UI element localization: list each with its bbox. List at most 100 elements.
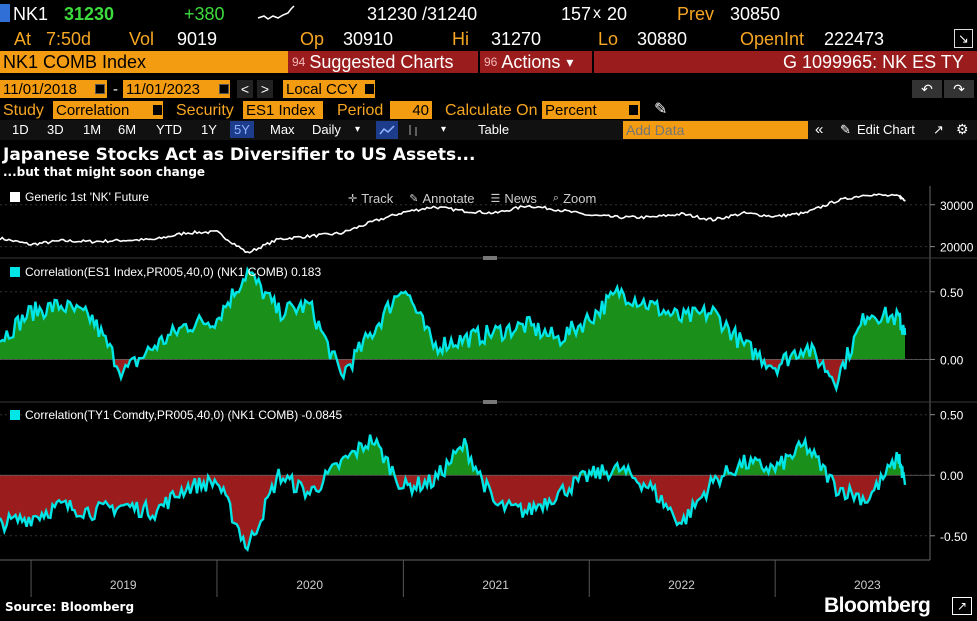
legend-label: Correlation(ES1 Index,PR005,40,0) (NK1 C… [25, 265, 321, 279]
security-label: Security [176, 102, 234, 119]
gear-icon[interactable]: ⚙ [956, 121, 969, 137]
pencil-icon[interactable]: ✎ [654, 101, 668, 118]
sparkline-icon [257, 5, 295, 20]
y-tick-label: 30000 [940, 199, 974, 213]
legend-swatch [10, 267, 20, 277]
positive-area [0, 269, 905, 360]
last-price: 31230 [64, 4, 115, 24]
prev-label: Prev [677, 4, 715, 24]
price-change: +380 [184, 4, 225, 24]
suggested-charts-button[interactable]: 94 Suggested Charts [292, 51, 453, 73]
chart-subtitle: ...but that might soon change [3, 165, 206, 179]
range-tab-3d[interactable]: 3D [47, 122, 64, 137]
study-label: Study [3, 102, 44, 119]
expand-window-icon[interactable]: ↘ [954, 29, 973, 48]
ticker-badge[interactable] [0, 4, 10, 22]
calendar-icon[interactable] [95, 84, 105, 94]
security-bar: NK1 COMB Index 94 Suggested Charts 96 Ac… [0, 51, 977, 73]
range-tab-ytd[interactable]: YTD [156, 122, 182, 137]
vol-value: 9019 [177, 29, 218, 49]
chart-toolbar: 1D 3D 1M 6M YTD 1Y 5Y Max Daily ▾ ▾ Table « ✎ E… [0, 120, 977, 140]
calendar-icon[interactable] [219, 84, 229, 94]
range-tab-6m[interactable]: 6M [118, 122, 137, 137]
x-tick-label: 2020 [296, 578, 323, 592]
low-value: 30880 [637, 29, 688, 49]
range-tab-max[interactable]: Max [270, 122, 295, 137]
open-icon[interactable]: ↗ [952, 597, 972, 615]
high-label: Hi [452, 29, 469, 49]
correlation-line [0, 266, 907, 394]
legend-swatch [10, 410, 20, 420]
x-axis-band [0, 561, 977, 595]
annotate-button[interactable]: Annotate [422, 190, 475, 206]
chevron-down-icon: ▾ [355, 124, 361, 135]
openint-value: 222473 [824, 29, 885, 49]
y-tick-label: 20000 [940, 241, 974, 255]
undo-icon[interactable]: ↶ [912, 80, 942, 98]
divider [592, 51, 594, 73]
chevron-down-icon: ▾ [566, 53, 574, 70]
x-tick-label: 2023 [854, 578, 881, 592]
bar-chart-icon[interactable] [406, 123, 420, 137]
range-tab-1d[interactable]: 1D [12, 122, 29, 137]
range-tab-1y[interactable]: 1Y [201, 122, 217, 137]
redo-icon[interactable]: ↷ [944, 80, 974, 98]
end-date-field[interactable]: 11/01/2023 [123, 80, 230, 98]
news-button[interactable]: News [504, 190, 537, 206]
range-tab-1m[interactable]: 1M [83, 122, 102, 137]
currency-select[interactable]: Local CCY [283, 80, 375, 98]
size-right: 20 [607, 4, 628, 24]
x-tick-label: 2021 [482, 578, 509, 592]
add-data-input[interactable] [623, 121, 808, 139]
collapse-icon[interactable]: « [815, 121, 824, 138]
suggested-number: 94 [292, 55, 306, 69]
study-select[interactable]: Correlation [53, 101, 163, 119]
table-button[interactable]: Table [478, 122, 510, 137]
low-label: Lo [598, 29, 619, 49]
correlation-line [0, 434, 907, 553]
crosshair-icon: ✛ [348, 192, 358, 205]
expand-icon[interactable]: ↗ [933, 122, 944, 137]
vol-label: Vol [129, 29, 155, 49]
period-field[interactable]: 40 [390, 101, 432, 119]
chevron-down-icon [629, 105, 638, 115]
edit-chart-button[interactable]: Edit Chart [857, 122, 915, 137]
size-left: 157 [561, 4, 592, 24]
open-label: Op [300, 29, 325, 49]
chart-title: Japanese Stocks Act as Diversifier to US… [3, 145, 476, 165]
openint-label: OpenInt [740, 29, 805, 49]
zoom-icon: ⌕ [552, 191, 560, 204]
x-tick-label: 2022 [668, 578, 695, 592]
period-label: Period [337, 102, 384, 119]
date-range-bar: 11/01/2018 - 11/01/2023 < > Local CCY ↶ … [0, 79, 977, 99]
x-tick-label: 2019 [110, 578, 137, 592]
security-field[interactable]: NK1 COMB Index [0, 51, 288, 73]
actions-menu-button[interactable]: 96 Actions ▾ [484, 51, 573, 73]
zoom-button[interactable]: Zoom [563, 190, 597, 206]
calculate-on-select[interactable]: Percent [542, 101, 640, 119]
previous-period-button[interactable]: < [237, 80, 253, 98]
ticker[interactable]: NK1 [13, 4, 49, 24]
next-period-button[interactable]: > [257, 80, 273, 98]
price-line [0, 193, 906, 254]
study-security-field[interactable]: ES1 Index [243, 101, 323, 119]
positive-area [0, 434, 905, 476]
prev-value: 30850 [730, 4, 781, 24]
chevron-down-icon: ▾ [441, 124, 447, 135]
y-tick-label: 0.00 [940, 469, 964, 483]
legend-label: Generic 1st 'NK' Future [25, 190, 149, 204]
quote-stats: At 7:50d Vol 9019 Op 30910 Hi 31270 Lo 3… [0, 27, 977, 51]
chart-canvas[interactable]: 20000 30000 Generic 1st 'NK' Future 0.50 0.0… [0, 182, 977, 597]
line-chart-icon[interactable] [376, 121, 398, 139]
legend-swatch [10, 192, 20, 202]
legend-label: Correlation(TY1 Comdty,PR005,40,0) (NK1 … [25, 408, 343, 422]
chevron-down-icon [153, 105, 162, 115]
range-tab-5y[interactable]: 5Y [230, 121, 254, 138]
start-date-field[interactable]: 11/01/2018 [0, 80, 107, 98]
y-tick-label: 0.50 [940, 409, 964, 423]
frequency-select[interactable]: Daily [312, 122, 341, 137]
actions-label: Actions [501, 51, 561, 72]
y-tick-label: 0.00 [940, 353, 964, 367]
study-bar: Study Correlation Security ES1 Index Per… [0, 100, 977, 120]
track-button[interactable]: Track [361, 190, 394, 206]
